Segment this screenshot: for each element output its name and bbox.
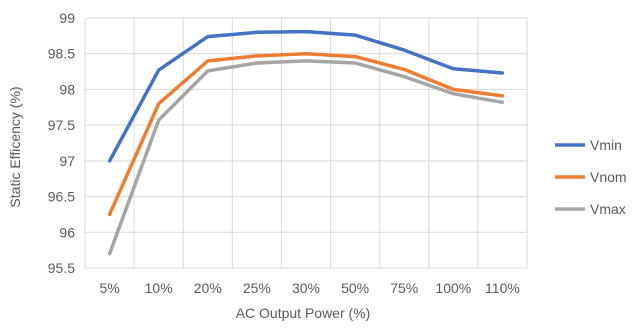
legend: Vmin Vnom Vmax xyxy=(555,137,627,217)
series-lines xyxy=(107,29,505,256)
y-tick-label: 97.5 xyxy=(48,117,75,133)
data-point xyxy=(353,33,357,37)
data-point xyxy=(304,30,308,34)
data-point xyxy=(304,52,308,56)
x-axis-label: AC Output Power (%) xyxy=(236,305,371,321)
data-point xyxy=(108,252,112,256)
x-tick-label: 50% xyxy=(341,280,369,296)
x-tick-label: 10% xyxy=(145,280,173,296)
data-point xyxy=(402,67,406,71)
data-point xyxy=(500,100,504,104)
data-point xyxy=(255,54,259,58)
series-line-vnom xyxy=(107,51,505,217)
y-tick-label: 98 xyxy=(59,81,75,97)
legend-label: Vmax xyxy=(590,201,626,217)
data-point xyxy=(206,59,210,63)
x-tick-label: 5% xyxy=(99,280,119,296)
legend-item-vmin: Vmin xyxy=(555,137,622,153)
x-tick-label: 100% xyxy=(435,280,471,296)
y-tick-labels: 95.5 96 96.5 97 97.5 98 98.5 99 xyxy=(48,10,75,276)
data-point xyxy=(157,102,161,106)
y-tick-label: 98.5 xyxy=(48,46,75,62)
x-tick-label: 30% xyxy=(292,280,320,296)
x-tick-labels: 5% 10% 20% 25% 30% 50% 75% 100% 110% xyxy=(99,280,519,296)
y-tick-label: 96.5 xyxy=(48,189,75,205)
data-point xyxy=(255,30,259,34)
data-point xyxy=(353,55,357,59)
legend-item-vnom: Vnom xyxy=(555,169,627,185)
y-tick-label: 96 xyxy=(59,224,75,240)
data-point xyxy=(451,92,455,96)
data-point xyxy=(451,67,455,71)
data-point xyxy=(206,69,210,73)
y-tick-label: 97 xyxy=(59,153,75,169)
data-point xyxy=(402,75,406,79)
legend-label: Vmin xyxy=(590,137,622,153)
x-tick-label: 20% xyxy=(194,280,222,296)
x-tick-label: 110% xyxy=(485,280,520,296)
data-point xyxy=(402,48,406,52)
data-point xyxy=(353,61,357,65)
x-tick-label: 75% xyxy=(390,280,418,296)
y-tick-label: 95.5 xyxy=(48,260,75,276)
y-axis-label: Static Efficency (%) xyxy=(7,86,23,207)
legend-item-vmax: Vmax xyxy=(555,201,626,217)
data-point xyxy=(255,61,259,65)
data-point xyxy=(108,159,112,163)
data-point xyxy=(451,87,455,91)
x-tick-label: 25% xyxy=(243,280,271,296)
data-point xyxy=(304,59,308,63)
legend-label: Vnom xyxy=(590,169,627,185)
data-point xyxy=(108,212,112,216)
data-point xyxy=(500,94,504,98)
y-tick-label: 99 xyxy=(59,10,75,26)
data-point xyxy=(157,68,161,72)
data-point xyxy=(157,118,161,122)
data-point xyxy=(206,35,210,39)
data-point xyxy=(500,71,504,75)
